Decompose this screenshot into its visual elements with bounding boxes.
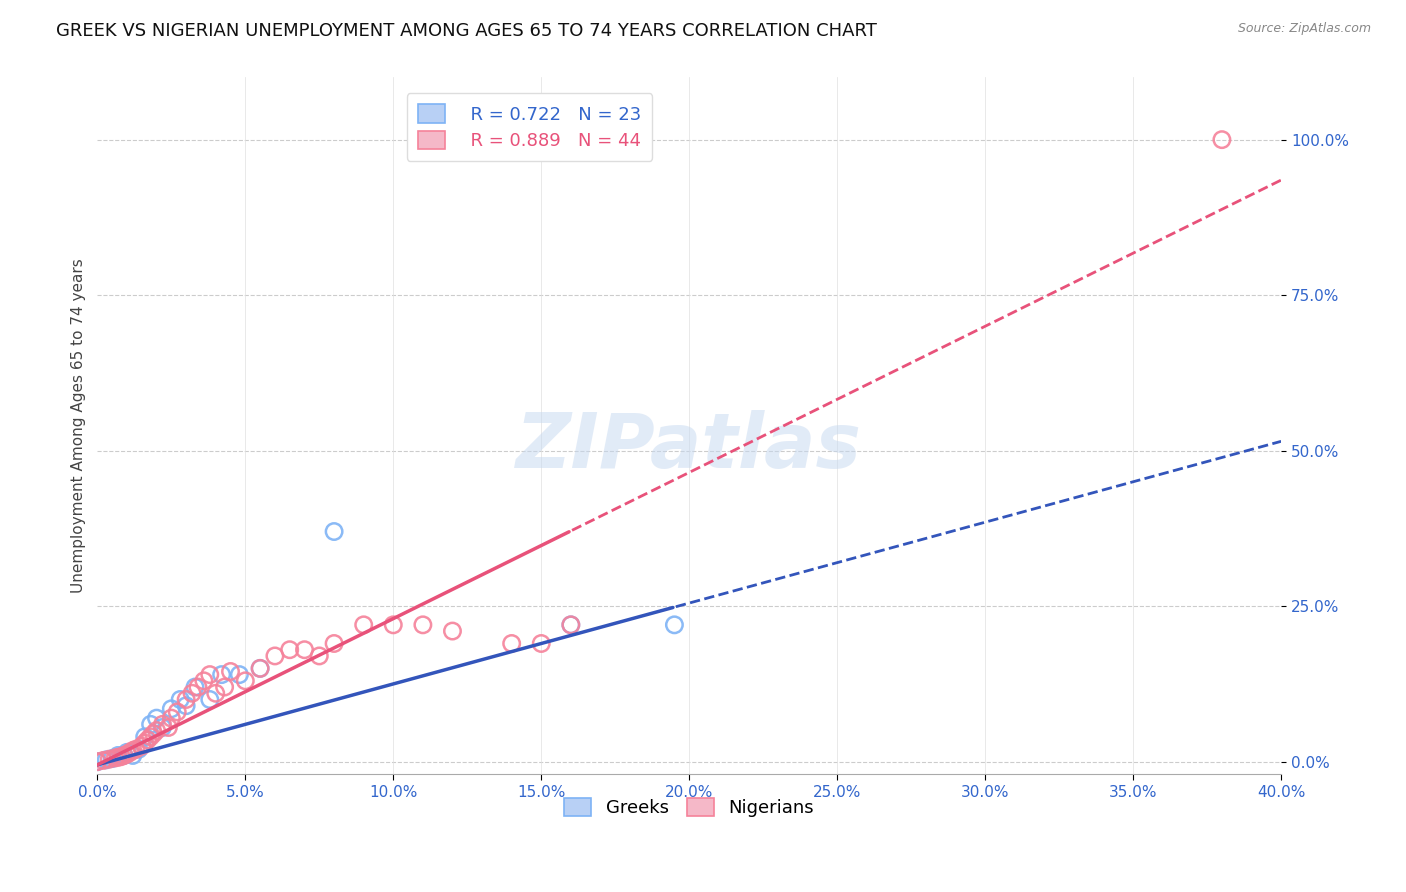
Point [249,661,271,675]
Point [233,673,256,688]
Point [101,751,124,765]
Point [412,617,434,632]
Point [174,692,197,706]
Point [104,751,127,765]
Point [142,727,165,741]
Point [353,617,375,632]
Point [249,661,271,675]
Text: Source: ZipAtlas.com: Source: ZipAtlas.com [1237,22,1371,36]
Point [86,755,108,769]
Point [184,680,207,694]
Point [181,686,204,700]
Point [501,636,523,650]
Point [664,617,686,632]
Point [560,617,582,632]
Point [152,717,174,731]
Point [139,730,162,744]
Point [323,636,346,650]
Text: ZIPatlas: ZIPatlas [516,409,862,483]
Text: GREEK VS NIGERIAN UNEMPLOYMENT AMONG AGES 65 TO 74 YEARS CORRELATION CHART: GREEK VS NIGERIAN UNEMPLOYMENT AMONG AGE… [56,22,877,40]
Point [198,692,221,706]
Point [441,624,464,638]
Point [118,745,141,759]
Point [121,748,143,763]
Point [219,665,242,679]
Point [157,721,180,735]
Point [112,748,135,763]
Point [107,750,129,764]
Point [560,617,582,632]
Point [323,524,346,539]
Point [139,717,162,731]
Point [128,742,150,756]
Point [145,723,167,738]
Point [193,673,215,688]
Point [98,752,121,766]
Point [121,743,143,757]
Point [115,747,138,762]
Point [264,648,287,663]
Legend: Greeks, Nigerians: Greeks, Nigerians [557,790,821,824]
Point [294,642,316,657]
Point [110,749,132,764]
Point [166,705,188,719]
Point [228,667,250,681]
Point [187,680,209,694]
Point [134,730,156,744]
Point [160,711,183,725]
Point [214,680,236,694]
Point [136,733,159,747]
Point [115,745,138,759]
Point [211,667,233,681]
Point [125,742,148,756]
Point [1211,133,1233,147]
Point [86,755,108,769]
Point [152,721,174,735]
Point [530,636,553,650]
Point [91,754,114,768]
Point [134,736,156,750]
Point [131,739,153,753]
Point [145,711,167,725]
Point [112,748,135,763]
Point [382,617,405,632]
Y-axis label: Unemployment Among Ages 65 to 74 years: Unemployment Among Ages 65 to 74 years [72,259,86,593]
Point [174,698,197,713]
Point [308,648,330,663]
Point [96,753,118,767]
Point [204,686,226,700]
Point [278,642,301,657]
Point [107,748,129,763]
Point [198,667,221,681]
Point [169,692,191,706]
Point [160,702,183,716]
